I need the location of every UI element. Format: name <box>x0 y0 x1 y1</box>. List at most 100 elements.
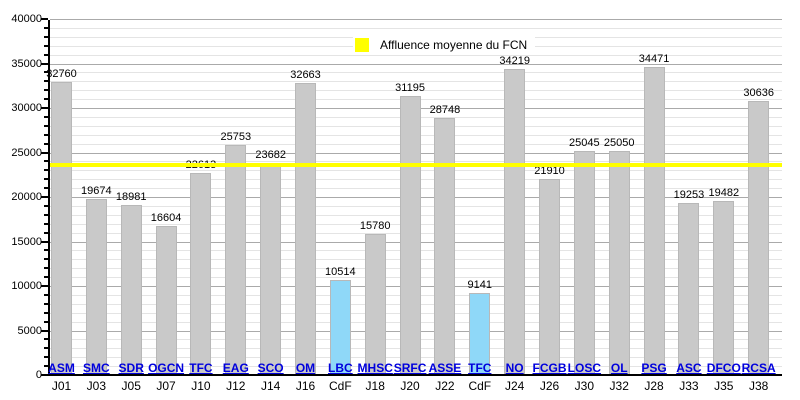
bar-column: 32663 OM J16 <box>290 20 321 393</box>
league-match-bar <box>434 118 456 374</box>
bar-value-label: 32760 <box>46 68 77 80</box>
team-link[interactable]: OGCN <box>148 361 185 375</box>
matchday-label: J10 <box>191 379 211 393</box>
bar-value-label: 32663 <box>290 69 321 81</box>
y-minor-tick <box>44 320 48 323</box>
league-match-bar <box>190 173 212 374</box>
team-link[interactable]: EAG <box>222 361 249 375</box>
y-minor-tick <box>44 338 48 341</box>
team-link[interactable]: LBC <box>328 361 353 375</box>
matchday-label: J26 <box>539 379 560 393</box>
matchday-label: J07 <box>156 379 176 393</box>
matchday-label: J05 <box>121 379 141 393</box>
bar-value-label: 31195 <box>395 82 425 94</box>
bar-column: 30636 RCSA J38 <box>742 20 776 393</box>
cup-match-bar <box>469 293 491 374</box>
y-minor-tick <box>44 178 48 181</box>
team-link[interactable]: ASC <box>676 361 702 375</box>
y-major-tick <box>41 62 48 65</box>
bar-value-label: 34471 <box>638 53 670 65</box>
matchday-label: J32 <box>609 379 629 393</box>
league-match-bar <box>504 69 526 374</box>
legend: Affluence moyenne du FCN <box>353 35 536 55</box>
team-link[interactable]: ASSE <box>428 361 462 375</box>
team-link[interactable]: SMC <box>83 361 110 375</box>
team-link[interactable]: OL <box>610 361 628 375</box>
bar-column: 28748 ASSE J22 <box>429 20 462 393</box>
y-minor-tick <box>44 213 48 216</box>
league-match-bar <box>51 82 72 374</box>
bar-value-label: 10514 <box>325 266 356 278</box>
bar-column: 34219 NO J24 <box>499 20 530 393</box>
league-match-bar <box>678 203 700 374</box>
bar-value-label: 23682 <box>255 149 286 161</box>
y-axis-label: 40000 <box>11 13 42 25</box>
bar-value-label: 16604 <box>150 212 182 224</box>
team-link[interactable]: SCO <box>257 361 284 375</box>
bar-column: 21910 FCGB J26 <box>533 20 567 393</box>
plot-area: 32760 ASM J01 19674 SMC J03 18981 SDR J05 16604 OG… <box>46 19 782 393</box>
team-link[interactable]: PSG <box>641 361 667 375</box>
gridline <box>50 27 782 29</box>
bar-value-label: 25753 <box>220 131 252 143</box>
y-minor-tick <box>44 142 48 145</box>
y-minor-tick <box>44 249 48 252</box>
team-link[interactable]: OM <box>295 361 316 375</box>
y-minor-tick <box>44 276 48 279</box>
bar-column: 31195 SRFC J20 <box>394 20 427 393</box>
y-minor-tick <box>44 124 48 127</box>
y-major-tick <box>41 285 48 287</box>
bar-column: 9141 TFC CdF <box>468 20 492 393</box>
team-link[interactable]: TFC <box>468 361 492 375</box>
y-minor-tick <box>44 293 48 296</box>
bar-value-label: 19482 <box>708 187 740 199</box>
y-minor-tick <box>44 311 48 314</box>
team-link[interactable]: SDR <box>118 361 144 375</box>
bar-value-label: 21910 <box>534 165 565 177</box>
gridline <box>50 19 782 20</box>
team-link[interactable]: SRFC <box>393 361 427 375</box>
league-match-bar <box>399 96 421 374</box>
league-match-bar <box>608 151 630 374</box>
gridline <box>50 81 782 83</box>
team-link[interactable]: ASM <box>48 361 75 375</box>
matchday-label: J14 <box>260 379 281 393</box>
matchday-label: J01 <box>51 379 72 393</box>
y-minor-tick <box>44 98 48 101</box>
y-axis-label: 35000 <box>11 57 42 70</box>
y-axis-label: 0 <box>35 369 42 381</box>
team-link[interactable]: RCSA <box>741 361 776 375</box>
y-minor-tick <box>44 356 48 359</box>
matchday-label: J28 <box>644 379 664 393</box>
bar-column: 18981 SDR J05 <box>116 20 147 393</box>
y-axis-label: 10000 <box>11 280 42 292</box>
team-link[interactable]: LOSC <box>567 361 602 375</box>
team-link[interactable]: NO <box>505 361 524 375</box>
y-minor-tick <box>44 187 48 190</box>
matchday-label: J03 <box>86 379 107 393</box>
matchday-label: J20 <box>400 379 420 393</box>
team-link[interactable]: TFC <box>189 361 213 375</box>
matchday-label: J12 <box>226 379 246 393</box>
league-match-bar <box>713 201 735 374</box>
team-link[interactable]: FCGB <box>532 361 567 375</box>
bar-column: 19253 ASC J33 <box>674 20 705 393</box>
matchday-label: CdF <box>329 379 352 393</box>
bar-column: 16604 OGCN J07 <box>148 20 184 393</box>
y-major-tick <box>41 151 48 154</box>
y-minor-tick <box>44 204 48 207</box>
gridline <box>50 90 782 92</box>
team-link[interactable]: MHSC <box>357 361 393 375</box>
bar-column: 15780 MHSC J18 <box>358 20 393 393</box>
bar-value-label: 19253 <box>673 189 705 201</box>
bar-column: 25753 EAG J12 <box>220 20 251 393</box>
y-minor-tick <box>44 89 48 92</box>
y-minor-tick <box>44 26 48 29</box>
y-major-tick <box>41 196 48 198</box>
league-match-bar <box>120 205 142 374</box>
y-major-tick <box>41 240 48 243</box>
team-link[interactable]: DFCO <box>706 361 741 375</box>
y-major-tick <box>41 18 48 20</box>
gridline <box>50 63 782 65</box>
